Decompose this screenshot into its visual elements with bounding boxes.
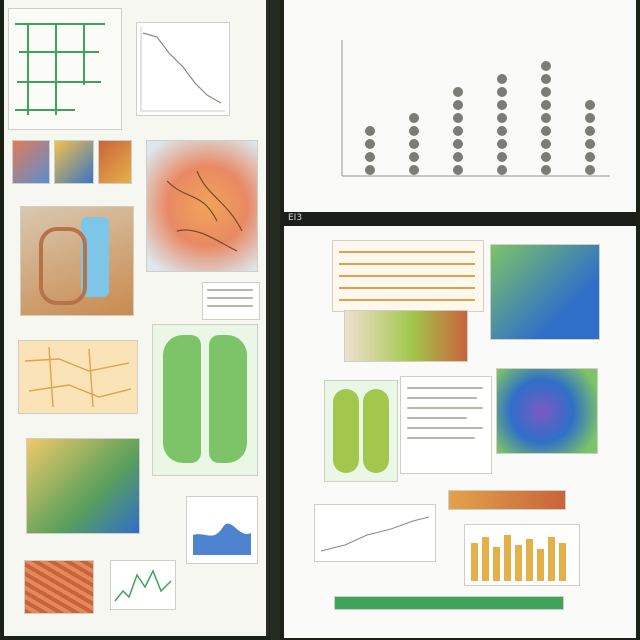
anatomy-illustration (20, 206, 134, 316)
chart-dot (409, 165, 419, 175)
dot-chart-panel (284, 0, 636, 212)
chart-dot (497, 113, 507, 123)
orange-bar (448, 490, 566, 510)
dot-column (365, 126, 375, 175)
lung-illustration (152, 324, 258, 476)
chart-dot (453, 87, 463, 97)
anatomy-illustration (146, 140, 258, 272)
chart-dot (541, 126, 551, 136)
dot-column (409, 113, 419, 175)
blue-chart-thumbnail (186, 496, 258, 564)
chart-dot (453, 100, 463, 110)
chart-dot (541, 100, 551, 110)
chart-dot (409, 139, 419, 149)
chart-dot (585, 139, 595, 149)
text-block-thumbnail (400, 376, 492, 474)
chart-dot (541, 152, 551, 162)
dot-column (453, 87, 463, 175)
section-bar: EI3 (284, 212, 636, 226)
chart-dot (365, 139, 375, 149)
dot-chart (341, 40, 610, 177)
chart-dot (409, 126, 419, 136)
schematic-thumbnail (8, 8, 122, 130)
green-chart-thumbnail (110, 560, 176, 610)
illustration-thumbnail (54, 140, 94, 184)
anatomy-illustration (490, 244, 600, 340)
chart-dot (541, 74, 551, 84)
chart-dot (541, 139, 551, 149)
table-thumbnail (332, 240, 484, 312)
chart-dot (453, 139, 463, 149)
chart-dot (541, 113, 551, 123)
chart-dot (585, 113, 595, 123)
line-chart-thumbnail (314, 504, 436, 562)
anatomy-illustration (344, 310, 468, 362)
chart-dot (497, 100, 507, 110)
chart-dot (497, 87, 507, 97)
left-collage-panel (4, 0, 269, 636)
dot-column (541, 61, 551, 175)
chart-dot (453, 165, 463, 175)
dot-column (585, 100, 595, 175)
illustration-thumbnail (98, 140, 132, 184)
chart-dot (365, 165, 375, 175)
chart-dot (585, 126, 595, 136)
line-chart-thumbnail (136, 22, 230, 116)
dot-column (497, 74, 507, 175)
chart-dot (541, 61, 551, 71)
chart-dot (585, 152, 595, 162)
lung-illustration (324, 380, 398, 482)
illustration-thumbnail (12, 140, 50, 184)
chart-dot (497, 165, 507, 175)
chart-dot (409, 113, 419, 123)
chart-dot (453, 126, 463, 136)
green-strip (334, 596, 564, 610)
anatomy-illustration (26, 438, 140, 534)
table-thumbnail (202, 282, 260, 320)
chart-dot (541, 165, 551, 175)
chart-dot (409, 152, 419, 162)
right-collage-panel (284, 226, 636, 638)
chart-dot (585, 100, 595, 110)
chart-dot (541, 87, 551, 97)
chart-dot (453, 113, 463, 123)
chart-dot (497, 152, 507, 162)
chart-dot (365, 152, 375, 162)
chart-dot (497, 139, 507, 149)
chart-dot (497, 126, 507, 136)
chart-dot (365, 126, 375, 136)
panel-divider (270, 0, 280, 640)
section-label: EI3 (288, 213, 303, 223)
chart-dot (453, 152, 463, 162)
tissue-illustration (24, 560, 94, 614)
chart-dot (497, 74, 507, 84)
chart-dot (585, 165, 595, 175)
map-illustration (18, 340, 138, 414)
bar-chart-thumbnail (464, 524, 580, 586)
anatomy-illustration (496, 368, 598, 454)
